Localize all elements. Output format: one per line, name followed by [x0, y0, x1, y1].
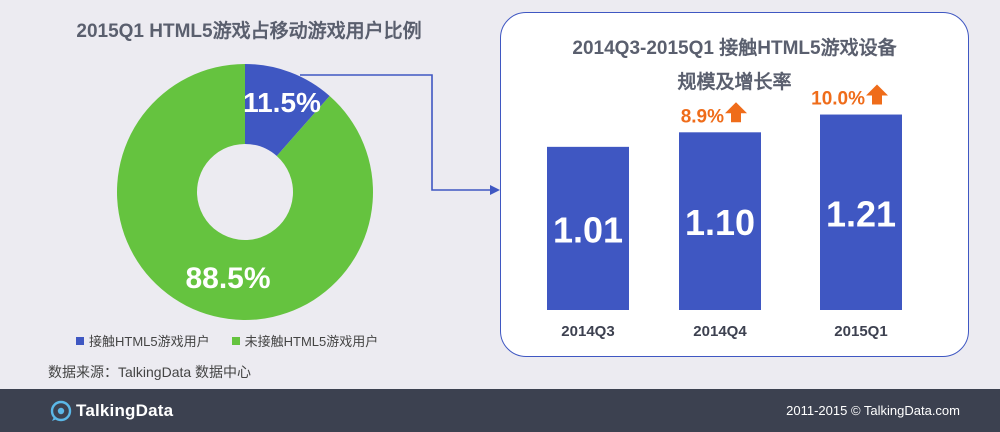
bar-chart-title: 2014Q3-2015Q1 接触HTML5游戏设备 规模及增长率 — [500, 32, 969, 100]
bar-chart-title-line1: 2014Q3-2015Q1 接触HTML5游戏设备 — [572, 38, 897, 59]
footer: TalkingData 2011-2015 © TalkingData.com — [0, 389, 1000, 432]
legend-swatch-blue — [76, 336, 84, 345]
legend-item-contacted: 接触HTML5游戏用户 — [76, 331, 210, 350]
connector-line — [300, 74, 493, 191]
connector-arrowhead — [490, 185, 500, 195]
bar-value-label-2015Q1: 1.21 — [826, 193, 896, 234]
growth-up-arrow-icon — [725, 102, 747, 123]
donut-legend: 接触HTML5游戏用户 未接触HTML5游戏用户 — [76, 331, 378, 350]
bar-2015Q1 — [820, 114, 902, 311]
legend-swatch-green — [231, 336, 240, 345]
bar-value-label-2014Q4: 1.10 — [685, 202, 755, 243]
legend-label-not-contacted: 未接触HTML5游戏用户 — [244, 334, 379, 349]
category-label-2014Q4: 2014Q4 — [693, 323, 747, 340]
category-label-2015Q1: 2015Q1 — [834, 323, 887, 340]
bar-value-label-2014Q3: 1.01 — [553, 209, 623, 250]
donut-slice-0 — [245, 64, 330, 156]
bar-2014Q4 — [679, 132, 761, 310]
bar-chart-title-line2: 规模及增长率 — [677, 72, 792, 93]
growth-label-2014Q4: 8.9% — [681, 106, 724, 127]
legend-label-contacted: 接触HTML5游戏用户 — [89, 334, 210, 349]
growth-up-arrow-icon — [866, 84, 888, 105]
growth-label-2015Q1: 10.0% — [811, 89, 865, 110]
donut-slice-1 — [116, 64, 374, 320]
donut-labels: 11.5% 88.5% — [185, 87, 321, 295]
bar-2014Q3 — [547, 146, 629, 310]
brand-name: TalkingData — [76, 400, 174, 420]
data-source: 数据来源：TalkingData 数据中心 — [48, 364, 252, 380]
bar-marks: 1.01 2014Q3 1.10 2014Q4 8.9% 1.21 2015Q1 10.0% — [547, 84, 902, 340]
brand-logo: TalkingData — [50, 400, 173, 422]
legend-item-not-contacted: 未接触HTML5游戏用户 — [231, 331, 379, 350]
donut-label-contacted: 11.5% — [243, 87, 321, 118]
donut-label-not-contacted: 88.5% — [185, 262, 270, 295]
copyright: 2011-2015 © TalkingData.com — [786, 403, 960, 418]
donut-slices — [116, 64, 374, 320]
talkingdata-logo-icon — [50, 400, 72, 421]
donut-chart-title: 2015Q1 HTML5游戏占移动游戏用户比例 — [76, 21, 422, 42]
donut-chart: 11.5% 88.5% — [116, 64, 374, 320]
category-label-2014Q3: 2014Q3 — [561, 323, 614, 340]
